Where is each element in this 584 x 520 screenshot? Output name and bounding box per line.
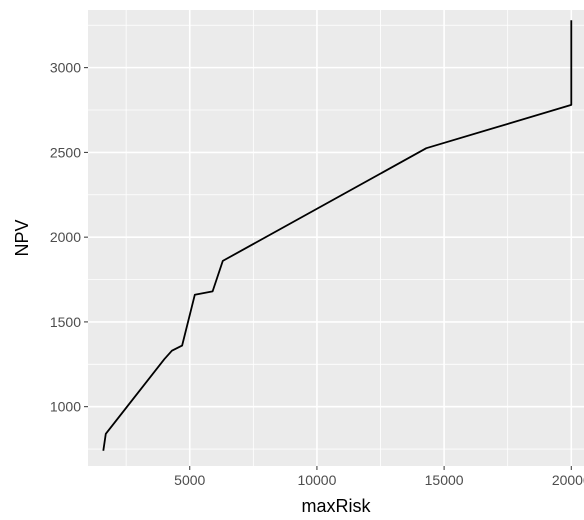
x-axis: 5000 10000 15000 20000 xyxy=(174,466,584,488)
y-tick-label: 2500 xyxy=(50,144,81,160)
series-layer xyxy=(102,20,573,451)
x-tick-label: 20000 xyxy=(552,472,584,488)
plot-panel xyxy=(88,10,584,466)
series-line xyxy=(102,20,573,451)
x-tick-label: 15000 xyxy=(425,472,464,488)
y-tick-label: 2000 xyxy=(50,229,81,245)
y-axis-title: NPV xyxy=(12,219,32,256)
minor-gridlines xyxy=(88,10,584,466)
y-tick-label: 1000 xyxy=(50,399,81,415)
x-axis-title: maxRisk xyxy=(301,496,371,516)
x-tick-label: 5000 xyxy=(174,472,205,488)
major-gridlines xyxy=(88,10,584,466)
y-axis: 1000 1500 2000 2500 3000 xyxy=(50,60,88,415)
y-tick-label: 3000 xyxy=(50,60,81,76)
x-tick-label: 10000 xyxy=(297,472,336,488)
y-tick-label: 1500 xyxy=(50,314,81,330)
